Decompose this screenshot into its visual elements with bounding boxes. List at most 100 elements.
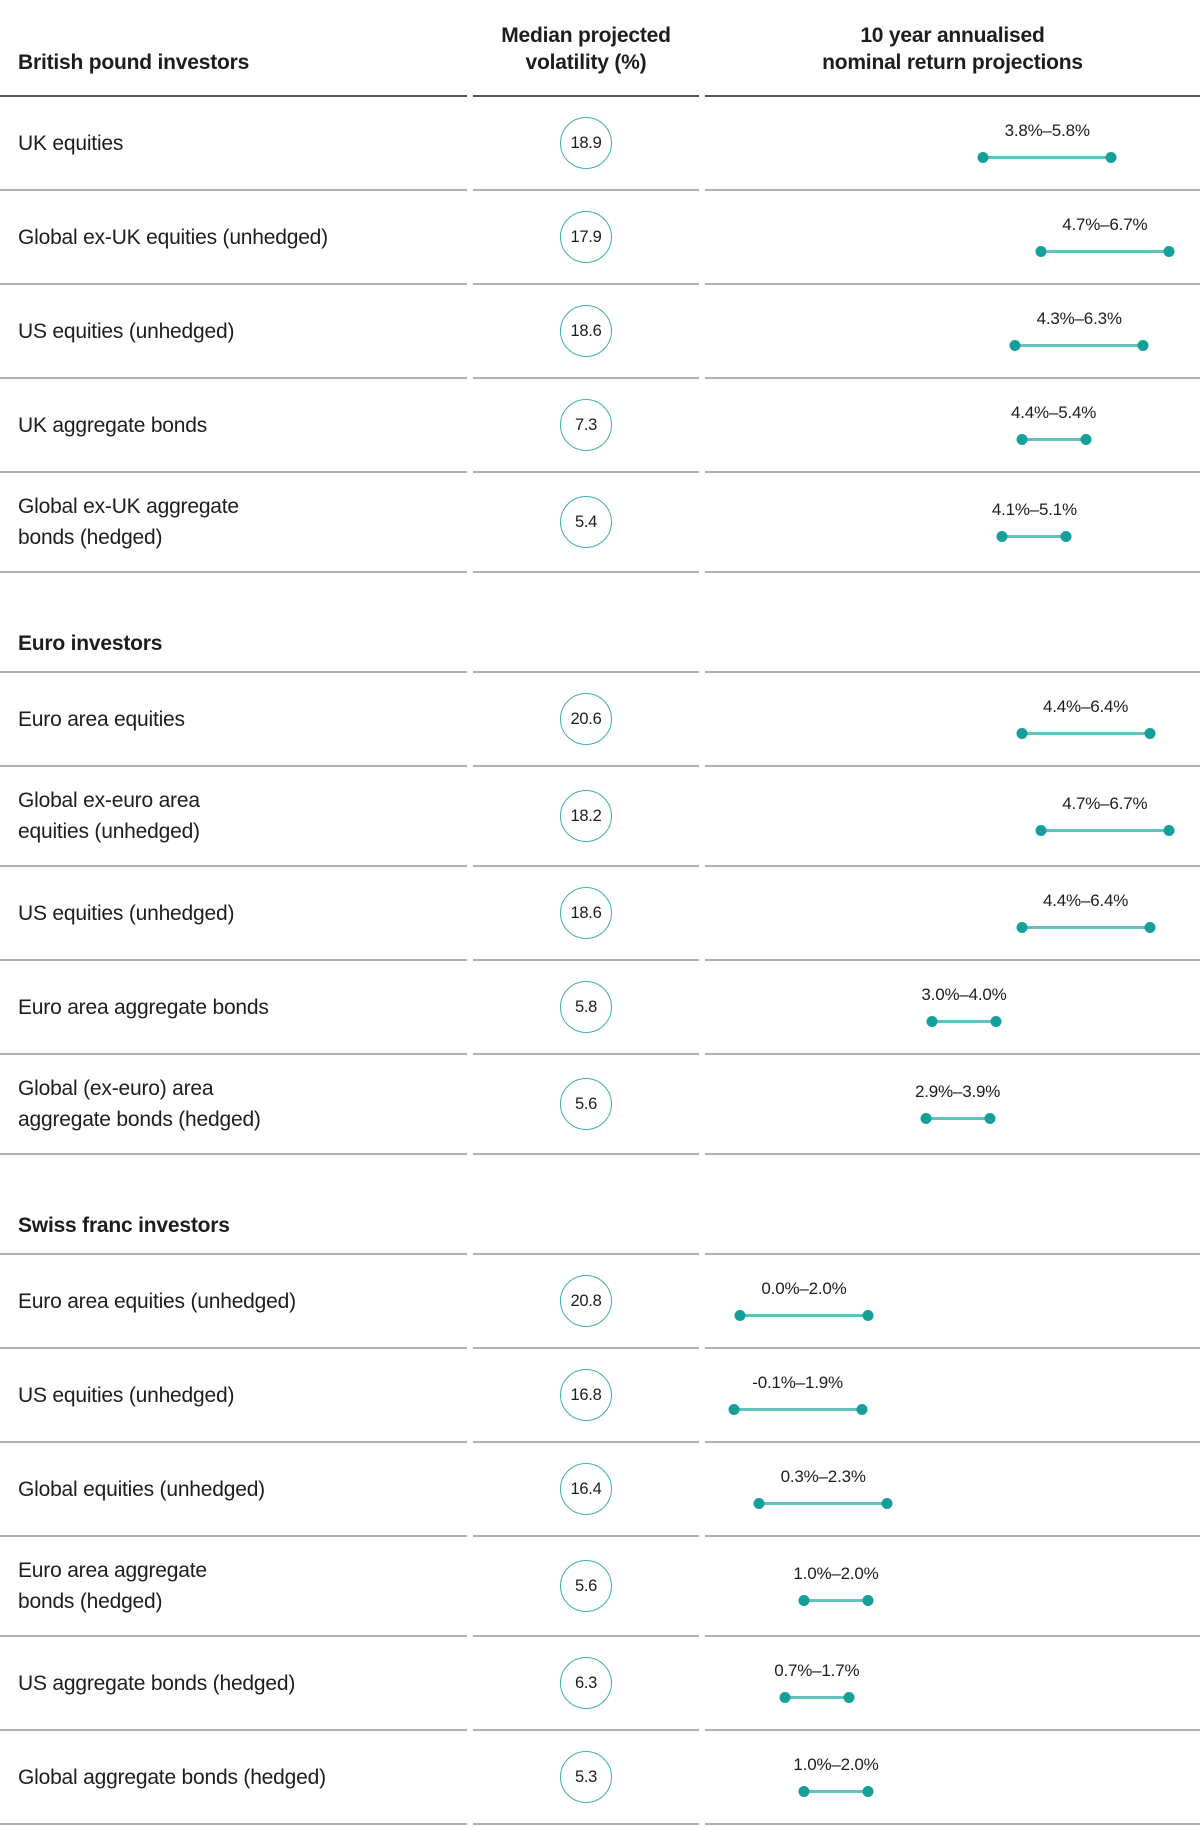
return-range-label: 2.9%–3.9% [915,1082,1001,1101]
return-range-plot: -0.1%–1.9% [705,1373,1200,1417]
range-high-dot [1060,531,1072,542]
volatility-value: 5.3 [574,1767,598,1786]
volatility-circle: 5.8 [560,981,612,1033]
range-line [1015,344,1144,347]
range-line [740,1314,868,1317]
volatility-value: 5.8 [574,997,598,1016]
volatility-circle: 18.2 [560,790,612,842]
return-range-plot: 1.0%–2.0% [705,1755,1200,1799]
range-line [1040,829,1169,832]
return-range-plot: 4.7%–6.7% [705,794,1200,838]
range-line [932,1020,996,1023]
range-line [1040,250,1169,253]
volatility-circle: 18.6 [560,305,612,357]
range-low-dot [1016,922,1028,933]
return-range-label: 4.4%–6.4% [1043,697,1129,716]
asset-row: US equities (unhedged) 18.6 4.3%–6.3% [0,285,1200,379]
volatility-circle: 5.6 [560,1078,612,1130]
volatility-value: 5.6 [574,1576,598,1595]
return-range-plot: 0.7%–1.7% [705,1661,1200,1705]
return-range-label: 4.4%–6.4% [1043,891,1129,910]
volatility-value: 6.3 [574,1673,598,1692]
asset-row: Global equities (unhedged) 16.4 0.3%–2.3… [0,1443,1200,1537]
volatility-value: 5.4 [574,512,598,531]
range-low-dot [1016,434,1028,445]
investor-section: Swiss franc investors Euro area equities… [0,1155,1200,1825]
return-range-label: 4.7%–6.7% [1062,794,1148,813]
asset-row: Global aggregate bonds (hedged) 5.3 1.0%… [0,1731,1200,1825]
range-high-dot [1163,825,1175,836]
asset-label: Global equities (unhedged) [18,1477,265,1501]
volatility-circle: 16.8 [560,1369,612,1421]
range-high-dot [1105,152,1117,163]
investor-section: Euro investors Euro area equities 20.6 4… [0,573,1200,1155]
range-high-dot [984,1113,996,1124]
asset-row: Euro area equities (unhedged) 20.8 0.0%–… [0,1255,1200,1349]
range-high-dot [1080,434,1092,445]
asset-row: UK equities 18.9 3.8%–5.8% [0,97,1200,191]
return-range-label: 1.0%–2.0% [793,1755,879,1774]
range-low-dot [753,1498,765,1509]
range-high-dot [862,1310,874,1321]
range-low-dot [734,1310,746,1321]
range-line [1021,438,1086,441]
return-range-plot: 2.9%–3.9% [705,1082,1200,1126]
asset-label: US aggregate bonds (hedged) [18,1671,296,1695]
return-range-plot: 4.3%–6.3% [705,309,1200,353]
asset-row: Euro area equities 20.6 4.4%–6.4% [0,673,1200,767]
asset-label: Global ex-euro area equities (unhedged) [18,789,200,843]
table-header-row: British pound investors Median projected… [0,0,1200,97]
section-title: Swiss franc investors [18,1214,230,1237]
return-range-plot: 0.0%–2.0% [705,1279,1200,1323]
column-header-returns: 10 year annualised nominal return projec… [822,24,1083,74]
range-low-dot [926,1016,938,1027]
volatility-value: 18.6 [570,321,602,340]
investor-section: UK equities 18.9 3.8%–5.8% Global ex-UK … [0,97,1200,573]
volatility-circle: 18.6 [560,887,612,939]
volatility-value: 16.4 [570,1479,602,1498]
range-line [925,1117,990,1120]
volatility-circle: 17.9 [560,211,612,263]
volatility-value: 18.6 [570,903,602,922]
volatility-circle: 5.6 [560,1560,612,1612]
range-high-dot [1144,728,1156,739]
return-range-plot: 4.7%–6.7% [705,215,1200,259]
return-range-label: 3.8%–5.8% [1004,121,1090,140]
asset-label: Global ex-UK aggregate bonds (hedged) [18,495,239,549]
range-low-dot [1035,246,1047,257]
volatility-value: 5.6 [574,1094,598,1113]
range-line [804,1599,868,1602]
range-low-dot [977,152,989,163]
column-header-investors: British pound investors [18,51,250,74]
return-range-plot: 4.1%–5.1% [705,500,1200,544]
asset-label: US equities (unhedged) [18,901,235,925]
return-range-plot: 4.4%–5.4% [705,403,1200,447]
return-range-label: 4.3%–6.3% [1036,309,1122,328]
section-title-row: Euro investors [0,573,1200,673]
range-line [733,1408,862,1411]
range-line [804,1790,868,1793]
volatility-value: 18.9 [570,133,602,152]
asset-label: Euro area aggregate bonds [18,995,269,1019]
range-high-dot [1144,922,1156,933]
asset-row: US equities (unhedged) 16.8 -0.1%–1.9% [0,1349,1200,1443]
range-line [1002,535,1067,538]
return-range-plot: 0.3%–2.3% [705,1467,1200,1511]
volatility-value: 20.6 [570,709,602,728]
asset-label: Global ex-UK equities (unhedged) [18,225,328,249]
column-header-volatility: Median projected volatility (%) [501,24,671,74]
range-line [759,1502,888,1505]
range-high-dot [881,1498,893,1509]
return-range-plot: 3.0%–4.0% [705,985,1200,1029]
volatility-circle: 5.3 [560,1751,612,1803]
range-high-dot [856,1404,868,1415]
return-range-plot: 1.0%–2.0% [705,1564,1200,1608]
volatility-value: 20.8 [570,1291,602,1310]
range-low-dot [728,1404,740,1415]
return-range-label: 0.7%–1.7% [774,1661,860,1680]
return-range-plot: 3.8%–5.8% [705,121,1200,165]
range-line [784,1696,849,1699]
volatility-value: 7.3 [574,415,598,434]
range-high-dot [862,1595,874,1606]
return-range-label: -0.1%–1.9% [752,1373,843,1392]
